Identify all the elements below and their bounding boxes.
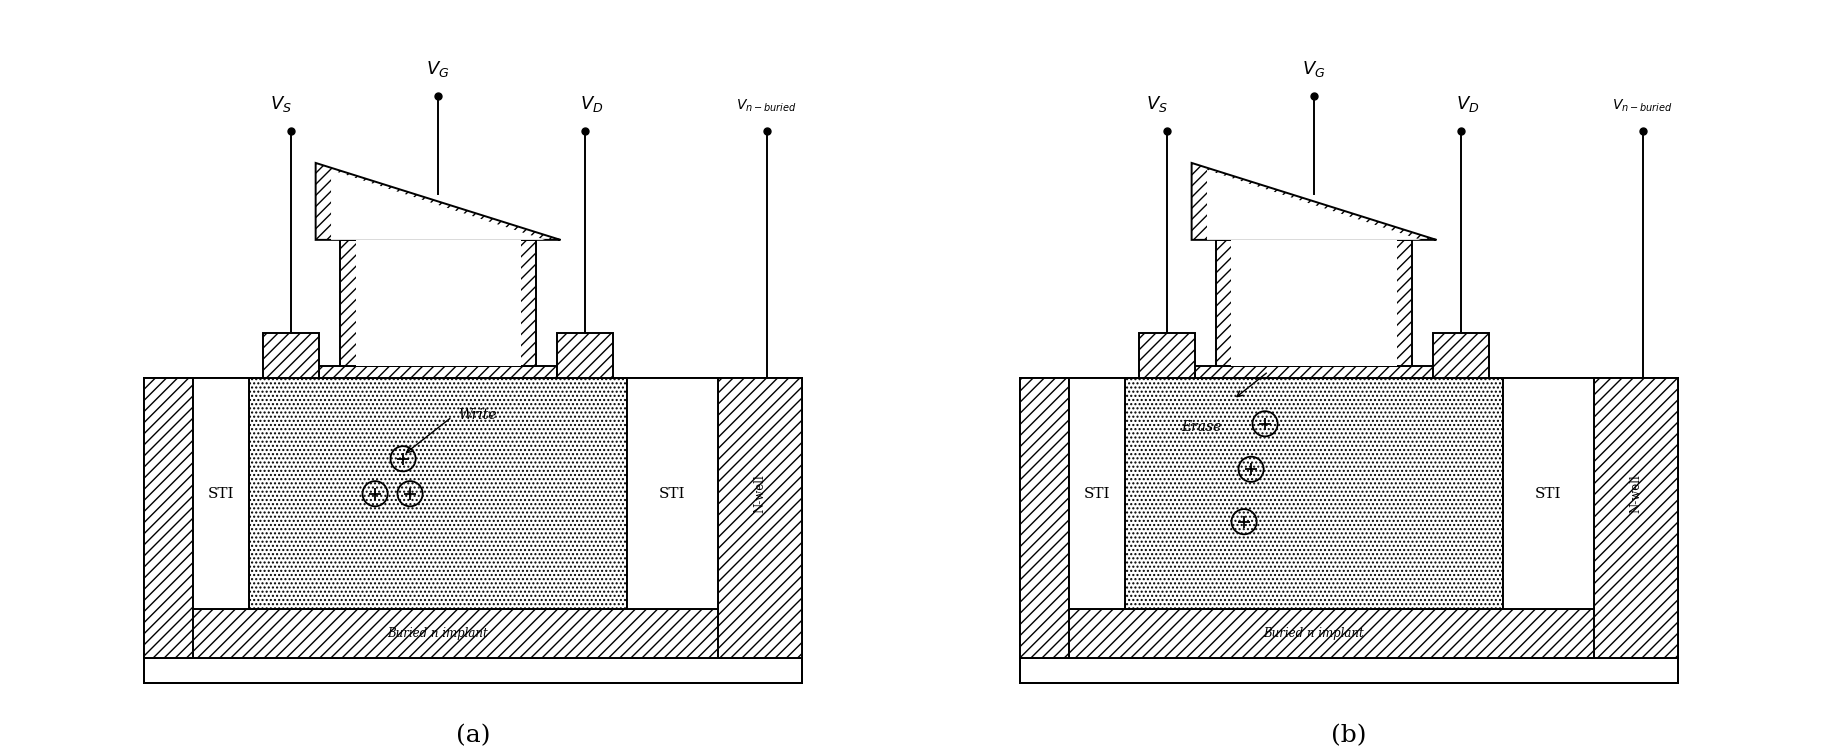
Text: $V_G$: $V_G$ — [1303, 59, 1326, 79]
Bar — [341, 240, 536, 366]
Polygon shape — [315, 163, 561, 240]
Polygon shape — [1192, 163, 1436, 240]
Bar — [1195, 366, 1432, 378]
Text: $V_D$: $V_D$ — [579, 94, 603, 114]
Text: STI: STI — [660, 487, 685, 500]
Text: N-well: N-well — [1629, 474, 1642, 513]
Polygon shape — [1206, 170, 1421, 240]
Bar — [355, 240, 521, 366]
Text: STI: STI — [208, 487, 235, 500]
Bar — [718, 378, 802, 658]
Bar — [1070, 378, 1126, 609]
Bar — [1432, 333, 1489, 378]
Bar — [558, 333, 612, 378]
Text: (a): (a) — [456, 725, 490, 747]
Text: $V_{n-buried}$: $V_{n-buried}$ — [1612, 97, 1673, 114]
Bar — [1020, 658, 1678, 683]
Text: Erase: Erase — [1181, 420, 1221, 435]
Bar — [1020, 609, 1678, 658]
Bar — [319, 366, 558, 378]
Text: Buried n implant: Buried n implant — [1264, 627, 1365, 640]
Bar — [250, 378, 627, 609]
Text: N-well: N-well — [752, 474, 767, 513]
Bar — [144, 378, 193, 658]
Bar — [1126, 378, 1503, 609]
Text: (b): (b) — [1332, 725, 1366, 747]
Bar — [1503, 378, 1594, 609]
Bar — [144, 658, 802, 683]
Bar — [1232, 240, 1396, 366]
Text: STI: STI — [1536, 487, 1561, 500]
Bar — [627, 378, 718, 609]
Bar — [1594, 378, 1678, 658]
Text: $V_D$: $V_D$ — [1456, 94, 1479, 114]
Polygon shape — [332, 170, 545, 240]
Text: STI: STI — [1084, 487, 1110, 500]
Text: $V_G$: $V_G$ — [426, 59, 450, 79]
Text: $V_{n-buried}$: $V_{n-buried}$ — [736, 97, 798, 114]
Bar — [1139, 333, 1195, 378]
Text: Write: Write — [457, 408, 496, 423]
Text: $V_S$: $V_S$ — [270, 94, 292, 114]
Bar — [1020, 378, 1070, 658]
Bar — [1215, 240, 1412, 366]
Bar — [193, 378, 250, 609]
Text: Buried n implant: Buried n implant — [388, 627, 488, 640]
Bar — [262, 333, 319, 378]
Text: $V_S$: $V_S$ — [1146, 94, 1168, 114]
Bar — [144, 609, 802, 658]
